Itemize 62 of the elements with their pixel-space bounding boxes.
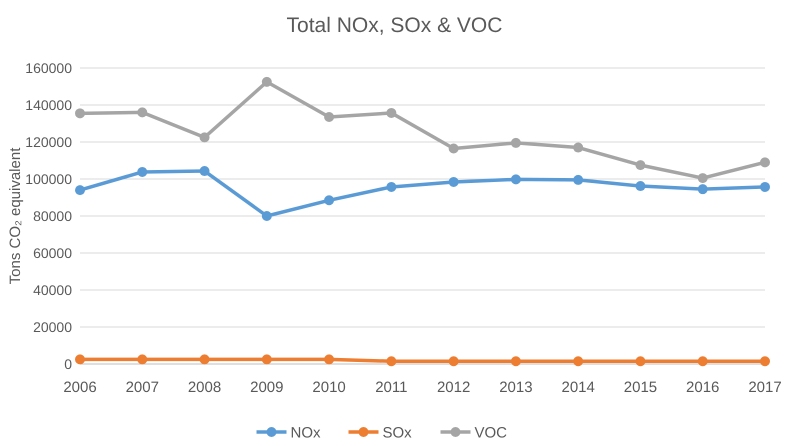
point	[200, 132, 210, 142]
x-tick-label: 2015	[624, 379, 658, 396]
point	[262, 211, 272, 221]
x-tick-label: 2013	[499, 379, 533, 396]
x-tick-label: 2010	[312, 379, 346, 396]
y-tick-label: 100000	[25, 170, 72, 187]
point	[635, 160, 646, 170]
point	[137, 107, 148, 118]
point	[75, 354, 85, 364]
point	[386, 108, 396, 118]
point	[386, 182, 396, 192]
point	[137, 354, 148, 364]
point	[75, 185, 85, 196]
y-tick-label: 140000	[25, 96, 72, 113]
y-tick-label: 160000	[25, 60, 72, 76]
point	[324, 112, 334, 122]
point	[635, 181, 646, 192]
point	[75, 108, 85, 118]
point	[510, 174, 521, 184]
legend-label: SOx	[382, 424, 412, 442]
point	[262, 354, 272, 364]
point	[573, 142, 584, 153]
x-tick-label: 2008	[188, 379, 222, 396]
x-tick-label: 2006	[63, 379, 97, 396]
point	[573, 356, 584, 366]
x-tick-label: 2016	[686, 379, 720, 396]
point	[573, 174, 584, 185]
point	[635, 356, 646, 366]
x-tick-label: 2014	[561, 379, 595, 396]
point	[698, 184, 708, 194]
x-tick-label: 2007	[126, 379, 159, 396]
point	[200, 166, 210, 176]
point	[510, 356, 521, 366]
y-tick-label: 40000	[33, 282, 72, 298]
point	[760, 182, 770, 192]
point	[698, 173, 708, 184]
point	[510, 138, 521, 148]
y-tick-label: 0	[64, 356, 72, 372]
x-tick-label: 2017	[748, 379, 782, 396]
point	[448, 176, 459, 187]
point	[200, 354, 210, 364]
legend-label: VOC	[474, 424, 508, 442]
point	[137, 166, 148, 177]
point	[760, 157, 770, 168]
point	[386, 356, 396, 366]
point	[448, 143, 459, 154]
point	[324, 195, 334, 206]
x-tick-label: 2012	[436, 379, 470, 396]
point	[262, 76, 272, 87]
chart-title: Total NOx, SOx & VOC	[286, 14, 502, 37]
legend-label: NOx	[290, 424, 321, 442]
x-tick-label: 2009	[250, 379, 284, 396]
y-tick-label: 120000	[25, 134, 72, 150]
y-axis-title: Tons CO₂ equivalent	[7, 146, 24, 284]
point	[698, 356, 708, 366]
y-tick-label: 80000	[33, 208, 72, 224]
x-tick-label: 2011	[375, 379, 408, 396]
point	[760, 356, 770, 366]
point	[324, 354, 334, 364]
y-tick-label: 20000	[33, 318, 72, 335]
y-tick-label: 60000	[33, 244, 72, 261]
point	[448, 356, 459, 366]
